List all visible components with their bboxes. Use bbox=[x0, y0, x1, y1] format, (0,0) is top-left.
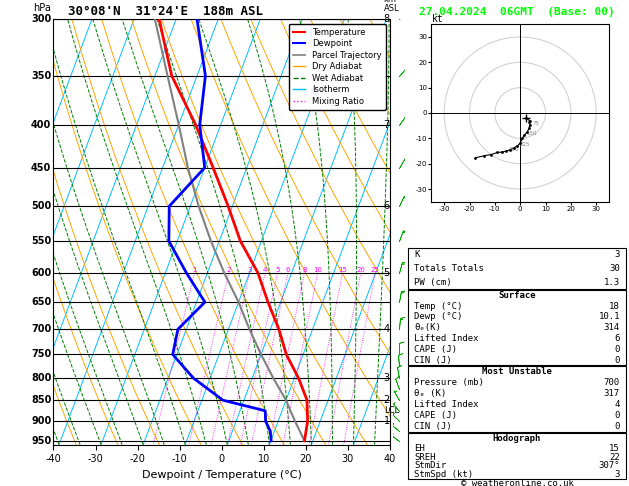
Text: 1.3: 1.3 bbox=[604, 278, 620, 287]
Text: CAPE (J): CAPE (J) bbox=[414, 345, 457, 354]
Text: 317: 317 bbox=[604, 389, 620, 398]
Text: 3: 3 bbox=[384, 373, 390, 383]
Text: 4: 4 bbox=[384, 324, 390, 334]
Text: LCL: LCL bbox=[384, 406, 399, 416]
Text: θₑ (K): θₑ (K) bbox=[414, 389, 447, 398]
Text: 25: 25 bbox=[370, 267, 379, 273]
Legend: Temperature, Dewpoint, Parcel Trajectory, Dry Adiabat, Wet Adiabat, Isotherm, Mi: Temperature, Dewpoint, Parcel Trajectory… bbox=[289, 24, 386, 110]
Text: 500: 500 bbox=[31, 201, 52, 211]
Text: 4: 4 bbox=[615, 400, 620, 409]
Bar bbox=[408, 366, 626, 432]
Text: kt: kt bbox=[431, 14, 443, 24]
Text: 350: 350 bbox=[31, 71, 52, 81]
Text: 4: 4 bbox=[263, 267, 267, 273]
Text: Pressure (mb): Pressure (mb) bbox=[414, 378, 484, 387]
Text: 10.1: 10.1 bbox=[598, 312, 620, 322]
Text: 15: 15 bbox=[338, 267, 347, 273]
Text: SREH: SREH bbox=[414, 452, 436, 462]
Text: 900: 900 bbox=[31, 416, 52, 426]
Text: km
ASL: km ASL bbox=[384, 0, 399, 13]
Text: θₑ(K): θₑ(K) bbox=[414, 323, 441, 332]
Text: 950: 950 bbox=[31, 436, 52, 446]
Text: PW (cm): PW (cm) bbox=[414, 278, 452, 287]
Text: 75: 75 bbox=[533, 121, 540, 126]
Text: Most Unstable: Most Unstable bbox=[482, 367, 552, 376]
Text: 2: 2 bbox=[384, 395, 390, 405]
Text: 3: 3 bbox=[247, 267, 252, 273]
X-axis label: Dewpoint / Temperature (°C): Dewpoint / Temperature (°C) bbox=[142, 470, 302, 480]
Text: 225: 225 bbox=[520, 142, 530, 147]
Text: CIN (J): CIN (J) bbox=[414, 422, 452, 431]
Text: 0: 0 bbox=[615, 356, 620, 364]
Text: 5: 5 bbox=[276, 267, 280, 273]
Bar bbox=[408, 290, 626, 365]
Text: 5: 5 bbox=[384, 268, 390, 278]
Text: 850: 850 bbox=[31, 395, 52, 405]
Text: 800: 800 bbox=[31, 373, 52, 383]
Text: 30°08'N  31°24'E  188m ASL: 30°08'N 31°24'E 188m ASL bbox=[53, 5, 264, 18]
Text: 20: 20 bbox=[356, 267, 365, 273]
Text: 22: 22 bbox=[609, 452, 620, 462]
Text: Dewp (°C): Dewp (°C) bbox=[414, 312, 462, 322]
Text: 1: 1 bbox=[192, 267, 197, 273]
Text: CIN (J): CIN (J) bbox=[414, 356, 452, 364]
Text: 0: 0 bbox=[615, 411, 620, 420]
Text: 3: 3 bbox=[615, 250, 620, 259]
Text: K: K bbox=[414, 250, 420, 259]
Text: 27.04.2024  06GMT  (Base: 00): 27.04.2024 06GMT (Base: 00) bbox=[419, 7, 615, 17]
Text: 300: 300 bbox=[509, 147, 520, 152]
Text: Totals Totals: Totals Totals bbox=[414, 264, 484, 273]
Text: 0: 0 bbox=[615, 422, 620, 431]
Text: 3: 3 bbox=[615, 470, 620, 479]
Text: 6: 6 bbox=[286, 267, 290, 273]
Text: Lifted Index: Lifted Index bbox=[414, 400, 479, 409]
Text: 6: 6 bbox=[384, 201, 390, 211]
Text: 15: 15 bbox=[609, 444, 620, 452]
Text: © weatheronline.co.uk: © weatheronline.co.uk bbox=[460, 479, 574, 486]
Text: 0: 0 bbox=[615, 345, 620, 354]
Text: Temp (°C): Temp (°C) bbox=[414, 302, 462, 311]
Text: Surface: Surface bbox=[498, 291, 536, 300]
Text: 600: 600 bbox=[31, 268, 52, 278]
Text: 650: 650 bbox=[31, 297, 52, 307]
Text: EH: EH bbox=[414, 444, 425, 452]
Text: CAPE (J): CAPE (J) bbox=[414, 411, 457, 420]
Text: 18: 18 bbox=[609, 302, 620, 311]
Text: 8: 8 bbox=[303, 267, 307, 273]
Text: 400: 400 bbox=[31, 120, 52, 130]
Text: 150: 150 bbox=[526, 131, 537, 137]
Bar bbox=[408, 433, 626, 479]
Text: StmSpd (kt): StmSpd (kt) bbox=[414, 470, 473, 479]
Text: 1: 1 bbox=[384, 416, 390, 426]
Text: 300: 300 bbox=[31, 15, 52, 24]
Text: 30: 30 bbox=[609, 264, 620, 273]
Text: 2: 2 bbox=[226, 267, 231, 273]
Bar bbox=[408, 248, 626, 289]
Text: 700: 700 bbox=[31, 324, 52, 334]
Text: 8: 8 bbox=[384, 15, 390, 24]
Text: StmDir: StmDir bbox=[414, 461, 447, 470]
Text: 750: 750 bbox=[31, 349, 52, 360]
Text: 10: 10 bbox=[313, 267, 322, 273]
Text: 550: 550 bbox=[31, 236, 52, 246]
Text: Lifted Index: Lifted Index bbox=[414, 334, 479, 343]
Text: 7: 7 bbox=[384, 120, 390, 130]
Text: hPa: hPa bbox=[33, 3, 52, 13]
Text: 700: 700 bbox=[604, 378, 620, 387]
Text: 314: 314 bbox=[604, 323, 620, 332]
Text: 6: 6 bbox=[615, 334, 620, 343]
Text: 307°: 307° bbox=[598, 461, 620, 470]
Text: Hodograph: Hodograph bbox=[493, 434, 541, 443]
Text: 450: 450 bbox=[31, 163, 52, 173]
